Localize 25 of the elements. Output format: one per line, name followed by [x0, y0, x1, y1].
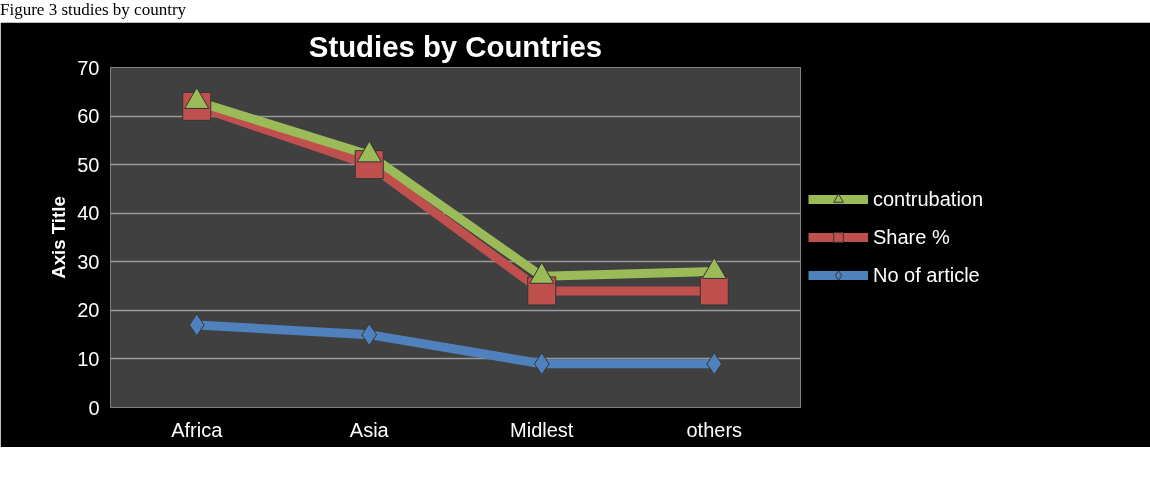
point	[361, 323, 378, 347]
caption: Figure 3 studies by country	[0, 0, 187, 20]
y-tick-label: 60	[77, 105, 100, 128]
legend-label: Share %	[873, 225, 950, 249]
point	[706, 352, 723, 376]
point	[188, 313, 205, 337]
point	[356, 140, 382, 163]
point	[699, 276, 729, 306]
y-tick-label: 50	[77, 153, 100, 176]
y-axis-title: Axis Title	[48, 196, 70, 279]
x-tick-label: others	[686, 418, 743, 441]
legend-label: contrubation	[873, 187, 984, 211]
chart-title: Studies by Countries	[308, 29, 603, 63]
x-tick-label: Asia	[349, 418, 390, 441]
point	[533, 352, 550, 376]
y-tick-label: 70	[77, 56, 100, 79]
x-tick-label: Africa	[171, 418, 224, 441]
y-tick-label: 10	[77, 347, 100, 370]
y-tick-label: 30	[77, 250, 100, 273]
y-tick-label: 40	[77, 202, 100, 225]
x-tick-label: Midlest	[510, 418, 574, 441]
legend-label: No of article	[873, 263, 980, 287]
y-tick-label: 0	[88, 396, 100, 419]
point	[184, 87, 210, 109]
y-tick-label: 20	[77, 299, 100, 322]
